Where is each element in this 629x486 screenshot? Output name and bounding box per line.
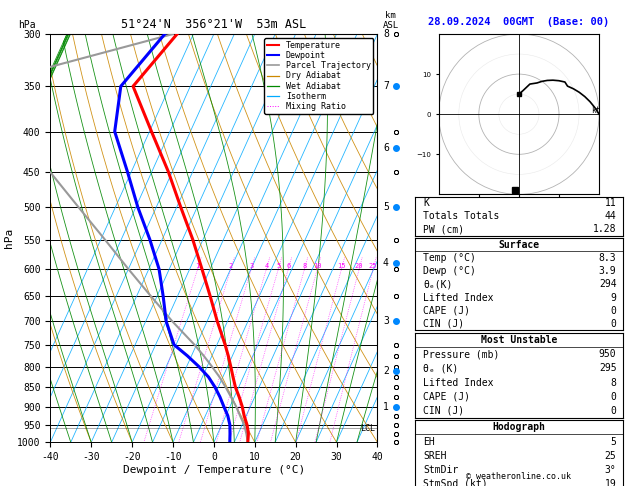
Text: 295: 295 [599, 364, 616, 373]
Text: 44: 44 [604, 211, 616, 221]
Y-axis label: hPa: hPa [4, 228, 14, 248]
Text: 3°: 3° [604, 465, 616, 475]
Text: 7: 7 [383, 81, 389, 91]
Text: 0: 0 [611, 306, 616, 316]
Text: Totals Totals: Totals Totals [423, 211, 500, 221]
Text: 25: 25 [604, 451, 616, 461]
Text: Hodograph: Hodograph [493, 422, 545, 433]
Text: Lifted Index: Lifted Index [423, 378, 494, 387]
Text: © weatheronline.co.uk: © weatheronline.co.uk [467, 472, 571, 481]
Text: 3: 3 [249, 263, 253, 269]
Text: CIN (J): CIN (J) [423, 406, 465, 416]
Text: Pressure (mb): Pressure (mb) [423, 349, 500, 359]
Text: 0: 0 [611, 392, 616, 402]
Text: 5: 5 [383, 202, 389, 212]
Text: K: K [423, 198, 430, 208]
Text: 28.09.2024  00GMT  (Base: 00): 28.09.2024 00GMT (Base: 00) [428, 17, 610, 27]
Text: CAPE (J): CAPE (J) [423, 306, 470, 316]
Text: CAPE (J): CAPE (J) [423, 392, 470, 402]
X-axis label: Dewpoint / Temperature (°C): Dewpoint / Temperature (°C) [123, 465, 305, 475]
Text: PW (cm): PW (cm) [423, 224, 465, 234]
Text: 8: 8 [611, 378, 616, 387]
Text: 11: 11 [604, 198, 616, 208]
Text: 5: 5 [611, 436, 616, 447]
Text: 6: 6 [286, 263, 291, 269]
Text: 10: 10 [313, 263, 321, 269]
Text: 3: 3 [383, 316, 389, 326]
Text: EH: EH [423, 436, 435, 447]
Text: 8: 8 [383, 29, 389, 39]
Text: kt: kt [591, 105, 600, 115]
Text: km
ASL: km ASL [382, 11, 399, 30]
Text: CIN (J): CIN (J) [423, 319, 465, 329]
Text: Dewp (°C): Dewp (°C) [423, 266, 476, 276]
Text: 1: 1 [383, 401, 389, 412]
Text: 4: 4 [264, 263, 269, 269]
Legend: Temperature, Dewpoint, Parcel Trajectory, Dry Adiabat, Wet Adiabat, Isotherm, Mi: Temperature, Dewpoint, Parcel Trajectory… [264, 38, 373, 114]
Text: 0: 0 [611, 406, 616, 416]
Text: 9: 9 [611, 293, 616, 302]
Text: 15: 15 [337, 263, 346, 269]
Text: Surface: Surface [498, 240, 540, 250]
Text: 2: 2 [229, 263, 233, 269]
Text: SREH: SREH [423, 451, 447, 461]
Text: 950: 950 [599, 349, 616, 359]
Text: Lifted Index: Lifted Index [423, 293, 494, 302]
Text: 1.28: 1.28 [593, 224, 616, 234]
Text: StmSpd (kt): StmSpd (kt) [423, 479, 488, 486]
Text: 5: 5 [276, 263, 281, 269]
Text: 4: 4 [383, 259, 389, 268]
Text: 20: 20 [355, 263, 364, 269]
Text: 19: 19 [604, 479, 616, 486]
Text: 6: 6 [383, 143, 389, 153]
Text: 2: 2 [383, 366, 389, 376]
Text: Most Unstable: Most Unstable [481, 335, 557, 345]
Text: θₑ(K): θₑ(K) [423, 279, 453, 289]
Text: 25: 25 [369, 263, 377, 269]
Text: hPa: hPa [19, 20, 36, 30]
Title: 51°24'N  356°21'W  53m ASL: 51°24'N 356°21'W 53m ASL [121, 18, 306, 32]
Text: 3.9: 3.9 [599, 266, 616, 276]
Text: 294: 294 [599, 279, 616, 289]
Text: 8: 8 [303, 263, 306, 269]
Text: Temp (°C): Temp (°C) [423, 253, 476, 263]
Text: 0: 0 [611, 319, 616, 329]
Text: θₑ (K): θₑ (K) [423, 364, 459, 373]
Text: LCL: LCL [360, 424, 376, 433]
Text: 1: 1 [196, 263, 200, 269]
Text: 8.3: 8.3 [599, 253, 616, 263]
Text: StmDir: StmDir [423, 465, 459, 475]
